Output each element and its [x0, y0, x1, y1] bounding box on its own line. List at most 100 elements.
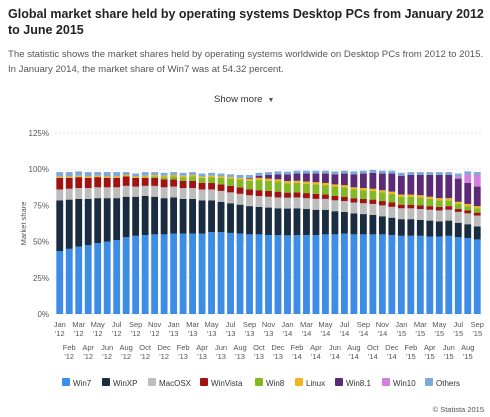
- bar-segment: [340, 201, 348, 212]
- bar-segment: [132, 177, 140, 187]
- bar-segment: [122, 185, 130, 197]
- x-tick-label: Apr '13: [196, 343, 208, 361]
- bar-segment: [227, 192, 234, 204]
- bar-segment: [132, 176, 140, 178]
- bar-segment: [473, 172, 481, 175]
- bar-segment: [435, 221, 443, 237]
- bar-segment: [445, 235, 453, 314]
- bar-segment: [378, 170, 386, 174]
- bar-segment: [473, 208, 481, 213]
- bar-segment: [84, 172, 92, 177]
- bar-segment: [179, 180, 187, 189]
- bar-segment: [151, 174, 159, 177]
- show-more-button[interactable]: Show more ▼: [214, 94, 274, 106]
- bar-segment: [141, 172, 149, 176]
- bar-segment: [246, 189, 253, 196]
- x-tick-label: Apr '12: [82, 343, 94, 361]
- bar-segment: [378, 190, 386, 193]
- x-tick-label: Aug '12: [119, 343, 132, 361]
- bar-segment: [284, 208, 291, 236]
- bar-segment: [464, 171, 472, 175]
- bar-segment: [208, 232, 215, 314]
- bar-segment: [378, 234, 386, 314]
- bar-segment: [255, 175, 263, 178]
- bar-segment: [350, 198, 358, 203]
- bar-segment: [322, 185, 329, 195]
- x-tick-label: Oct '12: [139, 343, 152, 361]
- bar-segment: [312, 235, 320, 314]
- legend-label: WinXP: [113, 379, 137, 388]
- bar-segment: [141, 175, 149, 178]
- bar-segment: [426, 174, 434, 197]
- bar-segment: [160, 175, 168, 178]
- bar-segment: [473, 212, 481, 216]
- bar-segment: [255, 234, 263, 314]
- x-tick-label: Oct '13: [253, 343, 266, 361]
- bar-segment: [340, 211, 348, 234]
- bar-segment: [56, 189, 64, 201]
- bar-segment: [312, 182, 320, 185]
- bar-segment: [84, 245, 92, 314]
- bar-segment: [208, 172, 215, 176]
- bar-segment: [464, 224, 472, 238]
- bar-segment: [236, 177, 244, 180]
- bar-segment: [473, 239, 481, 314]
- bar-segment: [416, 197, 424, 206]
- bar-segment: [397, 204, 405, 209]
- bar-segment: [265, 172, 272, 175]
- x-tick-label: Aug '15: [461, 343, 474, 361]
- bar-segment: [454, 222, 462, 238]
- x-tick-label: Jun '15: [443, 343, 455, 361]
- bar-segment: [151, 177, 159, 186]
- bar-segment: [265, 174, 272, 179]
- bar-segment: [284, 192, 291, 198]
- bar-segment: [198, 176, 206, 178]
- bar-segment: [407, 235, 415, 314]
- bar-segment: [217, 177, 225, 185]
- bar-segment: [255, 180, 263, 191]
- bar-segment: [284, 197, 291, 209]
- bar-segment: [464, 182, 472, 204]
- bar-segment: [369, 199, 377, 204]
- bar-segment: [407, 208, 415, 220]
- bar-segment: [454, 237, 462, 314]
- bar-segment: [435, 210, 443, 222]
- x-tick-label: Aug '14: [347, 343, 360, 361]
- x-tick-label: Jul '15: [453, 320, 463, 338]
- bar-segment: [397, 219, 405, 236]
- bar-segment: [65, 199, 73, 249]
- bar-segment: [293, 182, 301, 193]
- bar-segment: [331, 174, 339, 185]
- bar-segment: [284, 181, 291, 184]
- x-tick-label: Dec '14: [385, 343, 399, 361]
- bar-segment: [293, 173, 301, 181]
- x-tick-label: Nov '14: [376, 320, 390, 338]
- x-tick-label: Jan '15: [395, 320, 407, 338]
- bar-segment: [350, 202, 358, 214]
- bar-segment: [265, 190, 272, 197]
- bar-segment: [246, 178, 253, 181]
- chevron-down-icon: ▼: [267, 97, 275, 104]
- x-tick-label: Jan '14: [281, 320, 293, 338]
- bar-segment: [265, 196, 272, 208]
- bar-segment: [170, 186, 178, 198]
- bar-segment: [84, 176, 92, 178]
- bar-segment: [350, 189, 358, 199]
- bar-segment: [103, 187, 111, 199]
- bar-segment: [246, 206, 253, 235]
- x-tick-label: Sep '13: [243, 320, 256, 338]
- bar-segment: [284, 235, 291, 314]
- x-tick-label: Mar '13: [186, 320, 199, 338]
- bar-segment: [141, 235, 149, 314]
- bar-segment: [274, 235, 282, 314]
- bar-segment: [303, 209, 310, 236]
- bar-segment: [179, 198, 187, 234]
- bar-segment: [217, 201, 225, 233]
- bar-segment: [189, 188, 197, 199]
- bar-segment: [141, 185, 149, 196]
- bar-segment: [217, 176, 225, 178]
- bar-segment: [303, 183, 310, 194]
- bar-segment: [65, 176, 73, 178]
- bar-segment: [160, 198, 168, 235]
- bar-segment: [65, 188, 73, 200]
